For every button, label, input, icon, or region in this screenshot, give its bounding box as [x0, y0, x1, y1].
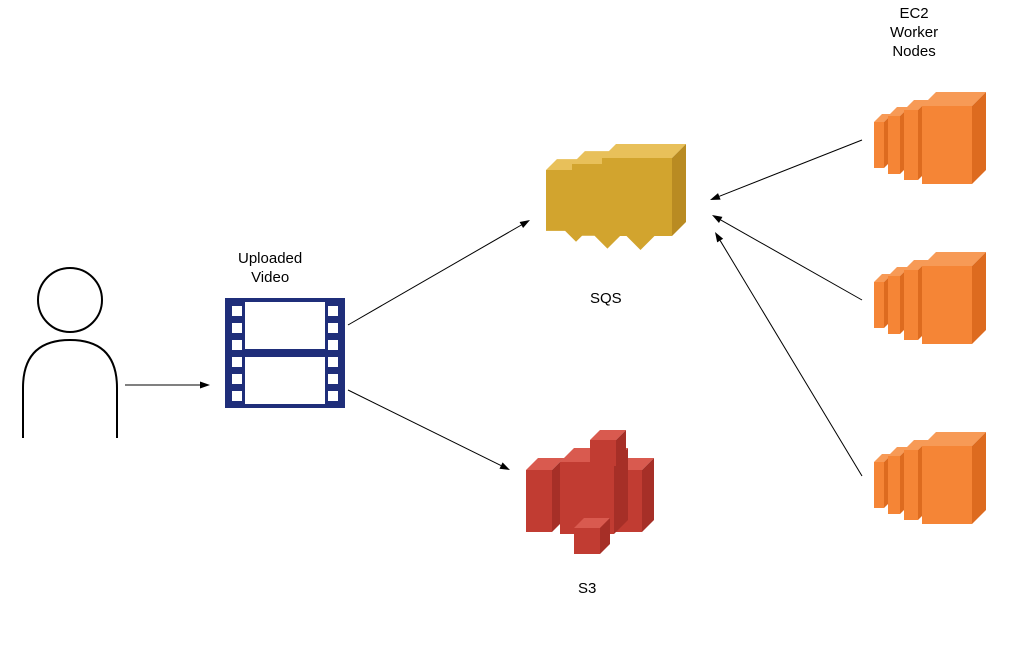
label-ec2-worker-nodes: EC2 Worker Nodes	[890, 5, 938, 61]
ec2-icon-3	[870, 430, 990, 535]
label-uploaded-video: Uploaded Video	[238, 250, 302, 288]
video-icon	[225, 298, 345, 413]
user-icon	[15, 260, 125, 445]
s3-icon	[520, 420, 660, 565]
ec2-icon-1	[870, 90, 990, 195]
ec2-icon-2	[870, 250, 990, 355]
sqs-icon	[540, 130, 700, 275]
label-sqs: SQS	[590, 290, 622, 309]
label-s3: S3	[578, 580, 596, 599]
diagram-stage: Uploaded Video SQS S3 EC2 Worker Nodes	[0, 0, 1024, 662]
